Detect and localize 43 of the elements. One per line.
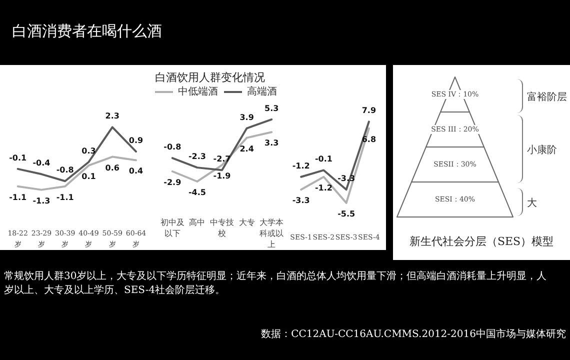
data-label: 2.3 (105, 112, 120, 121)
x-tick-label: 中专技校 (210, 218, 234, 238)
data-label: -1.9 (213, 172, 232, 181)
data-label: 7.9 (362, 106, 376, 116)
data-label: 3.3 (264, 138, 279, 148)
data-label: 5.3 (264, 104, 279, 113)
text: 小康阶 (527, 144, 557, 157)
data-label: 0.3 (82, 146, 96, 156)
text: 新生代社会分层（SES）模型 (409, 235, 554, 248)
data-label: -0.8 (164, 142, 182, 152)
data-label: -0.8 (56, 166, 74, 175)
data-label: 0.9 (128, 136, 144, 146)
data-label: -0.1 (9, 153, 27, 162)
text: 常规饮用人群30岁以上，大专及以下学历特征明显；近年来，白酒的总体人均饮用量下滑；但高端白酒消耗量上升明显，人 (4, 270, 548, 284)
text: 数据：CC12AU-CC16AU.CMMS.2012-2016中国市场与媒体研究 (260, 328, 566, 342)
x-tick-label: 大学本科或以上 (260, 218, 284, 249)
data-label: -0.1 (314, 154, 333, 164)
data-label: 3.9 (240, 112, 254, 122)
legend-label: 中低端酒 (178, 86, 218, 98)
data-label: 0.4 (128, 166, 144, 176)
text: 岁以上、大专及以上学历、SES-4社会阶层迁移。 (4, 284, 226, 298)
data-label: -5.5 (338, 209, 356, 218)
legend-label: 高端酒 (247, 86, 277, 98)
text: 富裕阶层 (527, 90, 567, 104)
data-label: -2.9 (164, 178, 182, 187)
data-label: -1.1 (9, 192, 27, 202)
data-label: -1.3 (32, 196, 50, 206)
data-label: -0.4 (32, 158, 51, 168)
x-tick-label: 初中及以下 (160, 218, 184, 238)
data-label: 2.4 (240, 144, 254, 154)
data-label: 0.1 (82, 172, 96, 181)
x-tick-label: 大专 (238, 218, 255, 227)
text: 大 (527, 196, 537, 210)
data-label: -3.3 (292, 196, 310, 206)
chart-subtitle: 白酒饮用人群变化情况 (155, 71, 265, 84)
data-label: -1.2 (292, 161, 310, 170)
data-label: -1.2 (314, 183, 332, 192)
data-label: 0.6 (105, 163, 120, 172)
x-tick-label: 高中 (189, 218, 206, 227)
data-label: -4.5 (188, 188, 206, 197)
data-label: -2.3 (188, 152, 206, 162)
chart-title: 白酒消费者在喝什么酒 (12, 22, 162, 41)
data-label: -1.1 (56, 192, 74, 202)
